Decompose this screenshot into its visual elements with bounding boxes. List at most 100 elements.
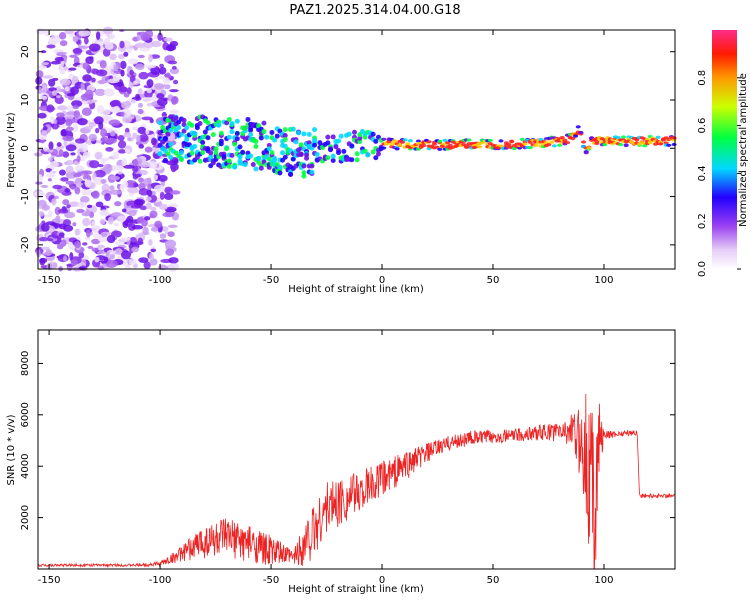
bottom-y-tick-label: 6000 [20,402,31,427]
heatmap-noise-cell [35,181,43,185]
heatmap-noise-cell [51,198,57,206]
heatmap-ridge-cell [439,144,445,148]
heatmap-noise-cell [167,263,180,270]
top-x-axis-label: Height of straight line (km) [288,284,424,295]
heatmap-noise-cell [115,241,126,247]
heatmap-noise-cell [71,100,83,108]
heatmap-noise-cell [87,245,94,249]
heatmap-noise-cell [120,60,127,70]
heatmap-noise-cell [84,236,91,241]
heatmap-ridge-cell [309,169,315,175]
heatmap-ridge-cell [575,125,581,129]
heatmap-noise-cell [121,101,131,109]
heatmap-ridge-cell [375,151,381,157]
heatmap-noise-cell [50,115,55,125]
heatmap-ridge-cell [197,158,203,164]
heatmap-noise-cell [136,134,141,143]
heatmap-ridge-cell [301,131,307,137]
heatmap-ridge-cell [232,164,238,170]
heatmap-ridge-cell [277,170,283,176]
heatmap-noise-cell [144,216,151,221]
heatmap-noise-cell [84,179,92,188]
heatmap-noise-cell [62,135,74,142]
heatmap-noise-cell [62,224,74,232]
heatmap-ridge-cell [312,138,318,144]
heatmap-ridge-cell [229,152,235,158]
heatmap-noise-cell [35,76,43,85]
heatmap-noise-cell [62,199,70,206]
heatmap-noise-cell [154,223,162,228]
heatmap-ridge-cell [157,151,163,157]
heatmap-noise-cell [101,108,111,116]
heatmap-noise-cell [145,29,154,39]
heatmap-ridge-cell [498,139,504,143]
heatmap-noise-cell [104,193,111,202]
heatmap-noise-cell [153,184,165,193]
heatmap-ridge-cell [309,163,315,169]
heatmap-ridge-cell [176,124,182,130]
heatmap-ridge-cell [274,133,280,139]
snr-series-line [37,393,676,569]
heatmap-noise-cell [138,71,149,80]
heatmap-noise-cell [163,192,174,201]
heatmap-noise-cell [156,98,168,106]
top-y-tick-label: 0 [20,145,31,151]
heatmap-ridge-cell [330,153,336,159]
heatmap-noise-cell [60,177,69,182]
heatmap-ridge-cell [615,136,621,140]
heatmap-ridge-cell [477,145,483,149]
heatmap-noise-cell [151,137,157,146]
heatmap-noise-cell [43,146,48,152]
heatmap-ridge-cell [362,148,368,154]
heatmap-noise-cell [45,221,56,225]
heatmap-ridge-cell [280,150,286,156]
heatmap-noise-cell [142,40,154,49]
heatmap-ridge-cell [248,153,254,159]
heatmap-ridge-cell [162,157,168,163]
heatmap-noise-cell [120,111,125,116]
heatmap-noise-cell [74,241,81,249]
heatmap-ridge-cell [253,166,259,172]
heatmap-noise-cell [61,239,67,247]
heatmap-noise-cell [49,170,54,179]
heatmap-noise-cell [137,237,144,246]
heatmap-ridge-cell [338,133,344,139]
heatmap-ridge-cell [325,140,331,146]
heatmap-ridge-cell [237,144,243,150]
heatmap-noise-cell [137,109,144,115]
heatmap-noise-cell [127,187,139,194]
heatmap-ridge-cell [178,132,184,138]
heatmap-ridge-cell [621,135,627,139]
heatmap-noise-cell [55,86,61,94]
heatmap-noise-cell [113,165,124,171]
heatmap-noise-cell [143,261,151,270]
heatmap-ridge-cell [381,137,387,141]
heatmap-noise-cell [109,185,115,191]
heatmap-ridge-cell [671,142,677,147]
heatmap-noise-cell [134,42,146,49]
heatmap-noise-cell [38,205,43,210]
heatmap-ridge-cell [205,146,211,152]
spectrogram-frame [37,29,676,270]
heatmap-noise-cell [125,148,131,154]
heatmap-ridge-cell [269,129,275,135]
chart-title: PAZ1.2025.314.04.00.G18 [289,3,460,18]
heatmap-ridge-cell [162,135,168,141]
heatmap-ridge-cell [224,120,230,126]
heatmap-noise-cell [146,189,153,197]
heatmap-noise-cell [125,264,131,270]
heatmap-noise-cell [132,126,139,131]
heatmap-noise-cell [127,58,139,65]
heatmap-noise-cell [132,209,138,213]
heatmap-noise-cell [65,159,74,166]
heatmap-ridge-cell [242,161,248,167]
heatmap-noise-cell [76,208,85,214]
heatmap-noise-cell [88,211,95,218]
heatmap-noise-cell [78,251,85,259]
heatmap-noise-cell [146,78,154,88]
heatmap-ridge-cell [266,146,272,152]
heatmap-noise-cell [82,151,91,158]
heatmap-noise-cell [117,171,123,175]
heatmap-noise-cell [59,169,66,176]
top-y-tick-label: 20 [20,45,31,58]
